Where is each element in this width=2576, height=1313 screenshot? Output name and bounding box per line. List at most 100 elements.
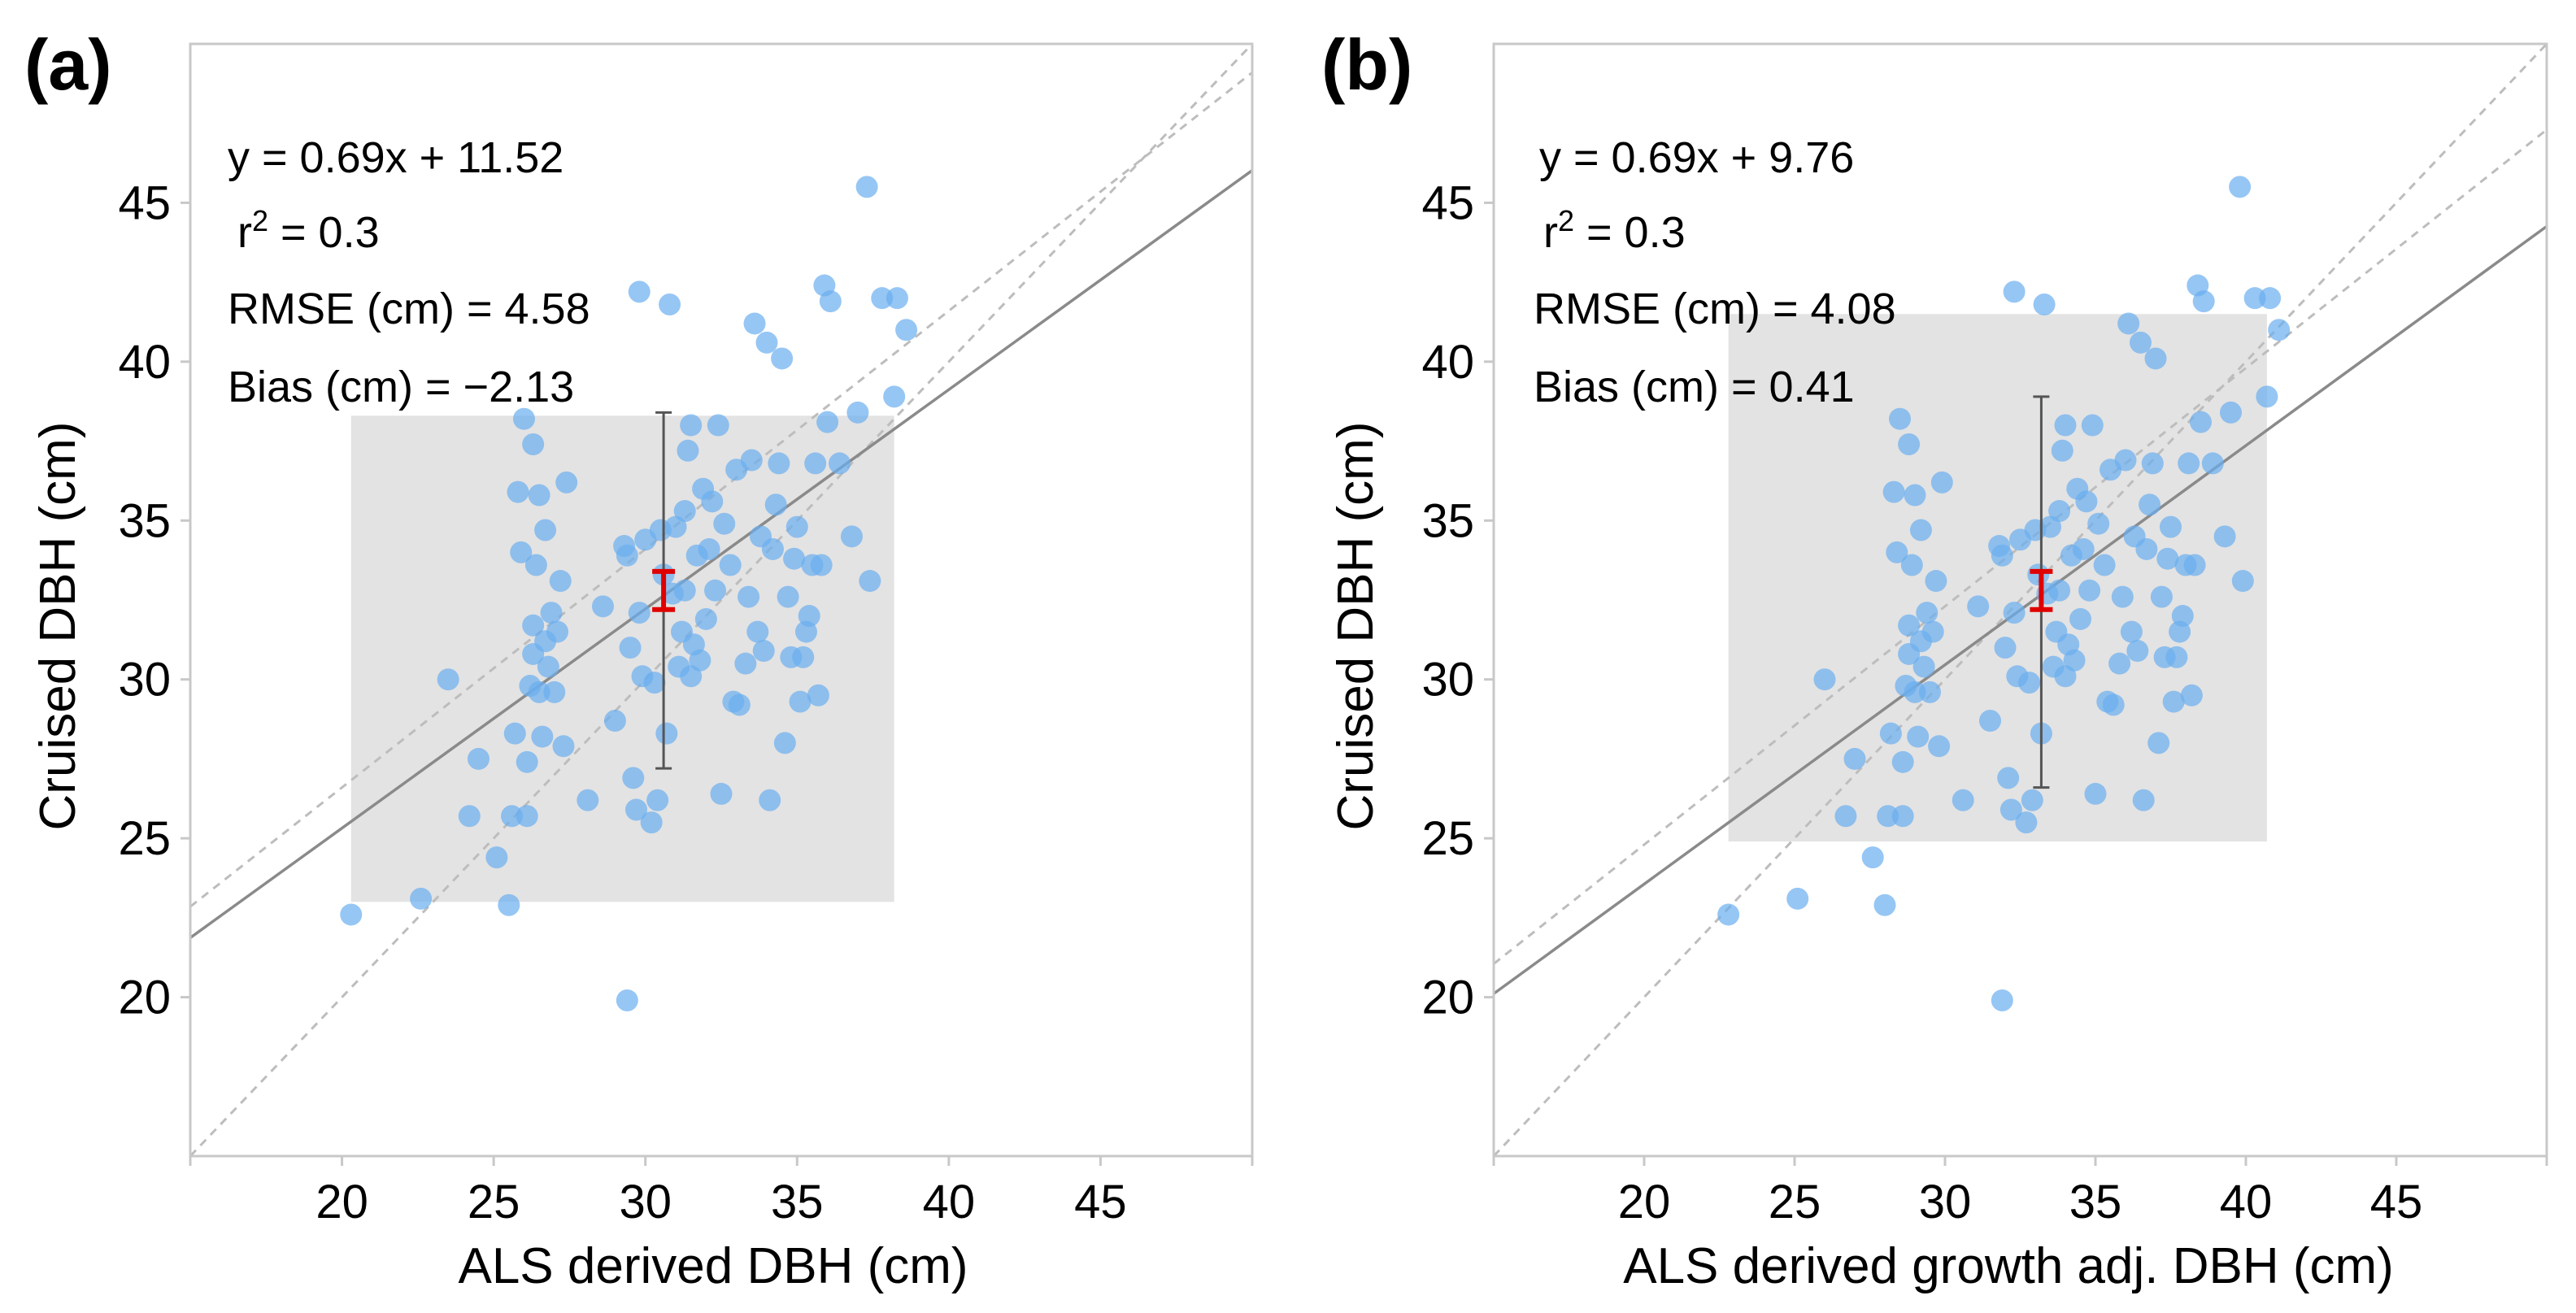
panel-a-point-38 (625, 798, 648, 821)
panel-a-point-32 (591, 595, 614, 618)
panel-b-point-91 (2162, 690, 2185, 713)
panel-b-point-18 (1900, 554, 1923, 576)
panel-a-plot: 20 25 30 35 40 45 20 25 30 35 40 45 (118, 42, 1254, 1228)
panel-a-x-tick-label-4: 40 (923, 1176, 976, 1228)
panel-b-point-79 (2126, 640, 2149, 663)
panel-b-x-tick-label-3: 35 (2069, 1176, 2122, 1228)
panel-b-point-17 (1898, 433, 1921, 455)
panel-b-point-73 (2108, 652, 2131, 675)
panel-b-point-83 (2139, 493, 2161, 516)
panel-a-point-104 (846, 401, 869, 424)
panel-b-point-92 (2165, 646, 2188, 668)
panel-b-point-1 (1786, 887, 1809, 910)
panel-b-point-103 (2213, 525, 2236, 548)
panel-a-point-112 (628, 280, 651, 303)
panel-a-point-8 (503, 722, 526, 745)
panel-a-x-tick-label-1: 25 (468, 1176, 520, 1228)
panel-a-point-33 (603, 710, 626, 733)
panel-a-point-69 (719, 554, 742, 576)
panel-b-point-105 (2229, 176, 2252, 198)
panel-b-point-27 (1921, 620, 1944, 643)
panel-a-point-36 (619, 637, 642, 659)
panel-b-point-94 (2171, 605, 2194, 628)
panel-b-point-20 (1904, 484, 1926, 507)
panel-b-point-63 (2072, 537, 2095, 560)
panel-b-plot-area (1494, 44, 2547, 1156)
panel-b-x-axis-title: ALS derived growth adj. DBH (cm) (1623, 1238, 2394, 1294)
panel-a-point-80 (755, 331, 778, 354)
panel-b-point-106 (2231, 570, 2254, 593)
panel-a-point-56 (680, 665, 703, 688)
panel-a-point-27 (546, 620, 569, 643)
panel-a-y-tick-label-5: 45 (118, 176, 171, 229)
panel-a-point-64 (701, 490, 724, 513)
panel-a-point-105 (855, 176, 878, 198)
panel-b-point-9 (1882, 480, 1905, 503)
panel-b-rmse: RMSE (cm) = 4.08 (1534, 285, 1896, 333)
panel-b-point-39 (2003, 602, 2026, 624)
panel-a-point-20 (528, 484, 550, 507)
panel-b-point-86 (2147, 732, 2170, 754)
panel-a-point-39 (628, 602, 651, 624)
panel-b-point-85 (2144, 347, 2167, 370)
panel-a: (a) 20 25 30 35 40 45 20 25 30 35 40 45 y = 0.69x +… (24, 24, 1254, 1294)
panel-a-point-55 (677, 439, 699, 462)
panel-a-point-43 (643, 672, 666, 694)
panel-b-point-48 (2033, 293, 2056, 316)
panel-a-point-16 (522, 614, 545, 637)
panel-b-point-30 (1930, 471, 1953, 493)
panel-a-annotations: y = 0.69x + 11.52 r2 = 0.3 RMSE (cm) = 4… (228, 133, 590, 411)
panel-a-r2-symbol: r (237, 208, 252, 257)
panel-b-point-101 (2192, 290, 2215, 313)
panel-b-point-112 (2003, 280, 2026, 303)
panel-a-fit-line (190, 169, 1252, 939)
panel-b-point-96 (2178, 452, 2200, 475)
panel-a-point-91 (789, 690, 812, 713)
panel-b-point-64 (2075, 490, 2098, 513)
panel-a-point-100 (816, 411, 839, 433)
panel-b-point-2 (1813, 668, 1836, 691)
panel-a-point-94 (798, 605, 820, 628)
panel-b-point-75 (2114, 449, 2137, 472)
panel-b-point-100 (2190, 411, 2212, 433)
panel-b-reference-line (1494, 128, 2547, 965)
panel-b-point-54 (2048, 500, 2071, 523)
panel-b-point-108 (2256, 385, 2278, 408)
panel-b-point-76 (2117, 312, 2140, 335)
panel-a-point-81 (759, 789, 781, 811)
panel-b-point-6 (1873, 893, 1896, 916)
panel-b-point-32 (1967, 595, 1990, 618)
panel-a-y-tick-label-2: 30 (118, 654, 171, 706)
panel-b-point-107 (2243, 287, 2266, 310)
panel-a-point-12 (516, 805, 538, 828)
panel-b-point-82 (2135, 537, 2158, 560)
panel-a-y-tick-label-0: 20 (118, 972, 171, 1024)
panel-b-x-tick-label-5: 45 (2370, 1176, 2423, 1228)
panel-b-point-37 (1997, 767, 2020, 789)
panel-a-point-42 (640, 811, 663, 834)
panel-a-one-to-one-line (190, 44, 1252, 1156)
panel-a-label: (a) (24, 24, 112, 105)
panel-a-rmse: RMSE (cm) = 4.58 (228, 285, 590, 333)
panel-a-bias: Bias (cm) = −2.13 (228, 363, 574, 411)
panel-b-point-104 (2220, 401, 2242, 424)
panel-b-point-62 (2069, 607, 2091, 630)
panel-b-one-to-one-line (1494, 44, 2547, 1156)
panel-a-point-29 (552, 735, 575, 758)
panel-a-point-75 (740, 449, 763, 472)
panel-a-point-44 (646, 789, 669, 811)
panel-b-point-60 (2063, 649, 2086, 672)
panel-b-point-56 (2054, 665, 2077, 688)
panel-b-point-25 (1916, 602, 1939, 624)
panel-a-point-11 (512, 407, 535, 430)
panel-a-point-79 (752, 640, 775, 663)
panel-a-point-89 (783, 547, 806, 570)
panel-a-point-0 (340, 903, 363, 926)
panel-a-point-109 (886, 287, 908, 310)
panel-a-point-101 (819, 290, 842, 313)
panel-a-point-73 (734, 652, 757, 675)
panel-b-point-0 (1717, 903, 1740, 926)
panel-a-point-48 (659, 293, 681, 316)
panel-a-point-19 (528, 680, 550, 703)
panel-b-point-69 (2093, 554, 2116, 576)
